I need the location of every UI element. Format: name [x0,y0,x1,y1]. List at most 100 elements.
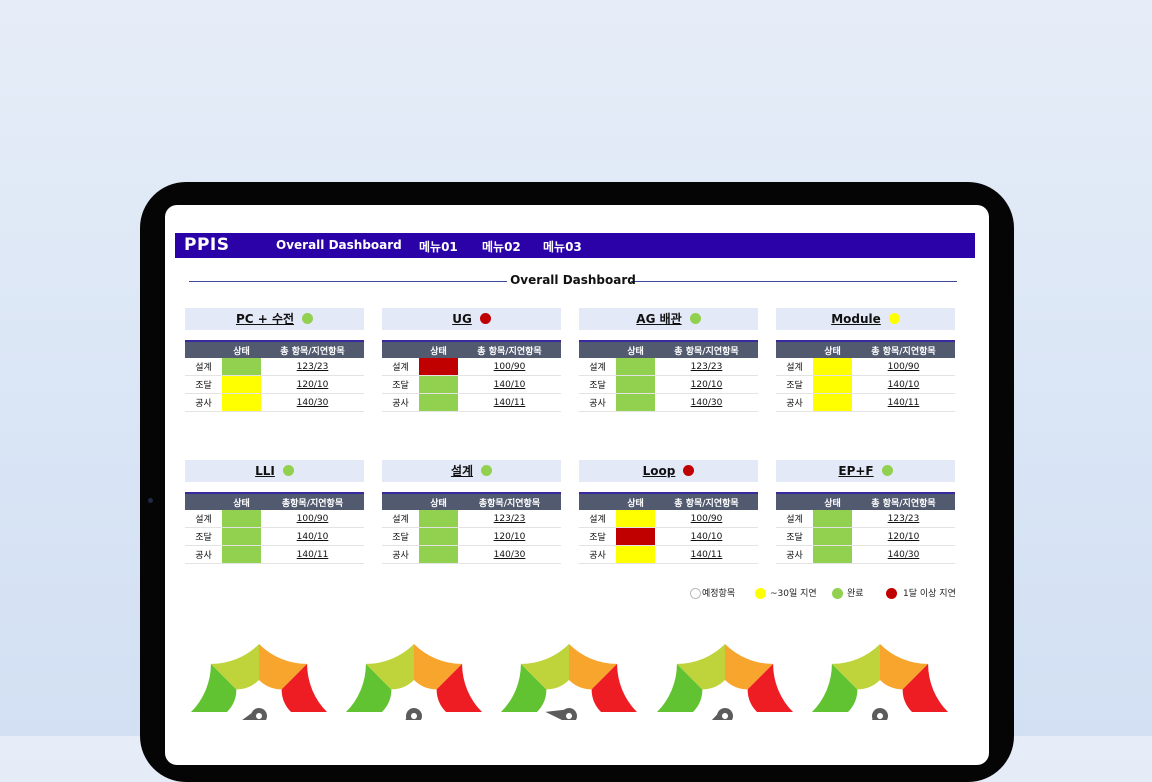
col-header-total-delayed: 총항목/지연항목 [458,493,561,510]
gauge-segment [346,663,392,712]
count-link[interactable]: 120/10 [655,375,758,394]
card-title-link[interactable]: LLI [255,464,275,478]
status-table: 상태 총 항목/지연항목 설계 123/23 조달 120/10 공사 140/30 [185,340,364,412]
table-row: 공사 140/30 [776,545,955,564]
card-title-link[interactable]: Loop [642,464,676,478]
count-link[interactable]: 140/30 [261,393,364,412]
count-link[interactable]: 140/11 [852,393,955,412]
legend-label: 완료 [847,589,864,599]
card-header: AG 배관 [579,308,758,330]
row-label: 공사 [382,393,419,412]
count-link[interactable]: 100/90 [852,358,955,376]
row-label: 조달 [776,527,813,546]
count-link[interactable]: 140/30 [458,545,561,564]
count-link[interactable]: 123/23 [458,510,561,528]
table-row: 설계 123/23 [185,358,364,376]
count-link[interactable]: 100/90 [261,510,364,528]
card-title-link[interactable]: AG 배관 [636,312,682,326]
gauge-meter [501,644,637,720]
count-link[interactable]: 123/23 [261,358,364,376]
status-card: 설계 상태 총항목/지연항목 설계 123/23 조달 120/10 공사 140/30 [382,460,561,564]
col-header-status: 상태 [222,341,261,358]
nav-menu02[interactable]: 메뉴02 [482,240,521,254]
row-label: 설계 [382,358,419,376]
count-link[interactable]: 140/30 [852,545,955,564]
status-cell [419,375,458,394]
row-label: 공사 [185,393,222,412]
card-status-dot [881,465,893,476]
card-status-dot [302,313,314,324]
col-header-status: 상태 [419,341,458,358]
count-link[interactable]: 140/11 [458,393,561,412]
count-link[interactable]: 120/10 [261,375,364,394]
nav-overall-dashboard[interactable]: Overall Dashboard [276,238,402,252]
row-label: 조달 [579,527,616,546]
brand-logo[interactable]: PPIS [184,235,230,255]
legend-label: ~30일 지연 [770,589,817,599]
count-link[interactable]: 100/90 [458,358,561,376]
col-header-status: 상태 [813,341,852,358]
row-label: 조달 [382,375,419,394]
card-title-link[interactable]: 설계 [450,464,474,478]
status-cell [419,545,458,564]
table-row: 조달 140/10 [579,527,758,546]
nav-menu03[interactable]: 메뉴03 [543,240,582,254]
card-header: Loop [579,460,758,482]
row-label: 설계 [382,510,419,528]
status-cell [222,358,261,376]
legend-dot [832,588,843,599]
status-cell [813,393,852,412]
count-link[interactable]: 140/10 [852,375,955,394]
status-cell [222,527,261,546]
count-link[interactable]: 140/11 [261,545,364,564]
table-row: 공사 140/30 [579,393,758,412]
gauge-meter [191,644,327,720]
count-link[interactable]: 123/23 [655,358,758,376]
count-link[interactable]: 120/10 [458,527,561,546]
status-card: AG 배관 상태 총 항목/지연항목 설계 123/23 조달 120/10 공사 140/30 [579,308,758,412]
nav-menu01[interactable]: 메뉴01 [419,240,458,254]
gauge-segment [210,644,259,690]
row-label: 설계 [579,510,616,528]
gauge-segment [259,644,308,690]
status-card: PC + 수전 상태 총 항목/지연항목 설계 123/23 조달 120/10 공사 140/… [185,308,364,412]
gauge-needle [236,708,267,720]
col-header-total-delayed: 총 항목/지연항목 [261,341,364,358]
row-label: 조달 [382,527,419,546]
status-table: 상태 총 항목/지연항목 설계 123/23 조달 120/10 공사 140/30 [579,340,758,412]
gauge-segment [436,663,482,712]
divider-left [189,281,507,282]
count-link[interactable]: 120/10 [852,527,955,546]
row-label: 공사 [776,545,813,564]
card-status-dot [282,465,294,476]
row-label: 공사 [579,393,616,412]
card-title-link[interactable]: EP+F [838,464,874,478]
status-table: 상태 총 항목/지연항목 설계 100/90 조달 140/10 공사 140/11 [579,492,758,564]
count-link[interactable]: 140/11 [655,545,758,564]
card-title-link[interactable]: PC + 수전 [235,312,295,326]
gauge-needle [545,708,577,720]
gauge-segment [812,663,858,712]
legend-label: 1달 이상 지연 [903,589,956,599]
col-header-total-delayed: 총 항목/지연항목 [852,341,955,358]
count-link[interactable]: 140/10 [458,375,561,394]
tablet-frame: PPIS Overall Dashboard 메뉴01 메뉴02 메뉴03 Ov… [140,182,1014,782]
row-label: 조달 [579,375,616,394]
col-header-status: 상태 [813,493,852,510]
count-link[interactable]: 140/10 [655,527,758,546]
count-link[interactable]: 140/30 [655,393,758,412]
gauge-segment [725,644,774,690]
col-header-blank [579,493,616,510]
status-cell [616,545,655,564]
card-title-link[interactable]: UG [452,312,472,326]
row-label: 공사 [579,545,616,564]
count-link[interactable]: 140/10 [261,527,364,546]
row-label: 조달 [776,375,813,394]
legend-dot [886,588,897,599]
card-status-dot [479,313,491,324]
count-link[interactable]: 100/90 [655,510,758,528]
count-link[interactable]: 123/23 [852,510,955,528]
status-cell [616,375,655,394]
card-title-link[interactable]: Module [831,312,881,326]
gauge-segment [414,644,463,690]
